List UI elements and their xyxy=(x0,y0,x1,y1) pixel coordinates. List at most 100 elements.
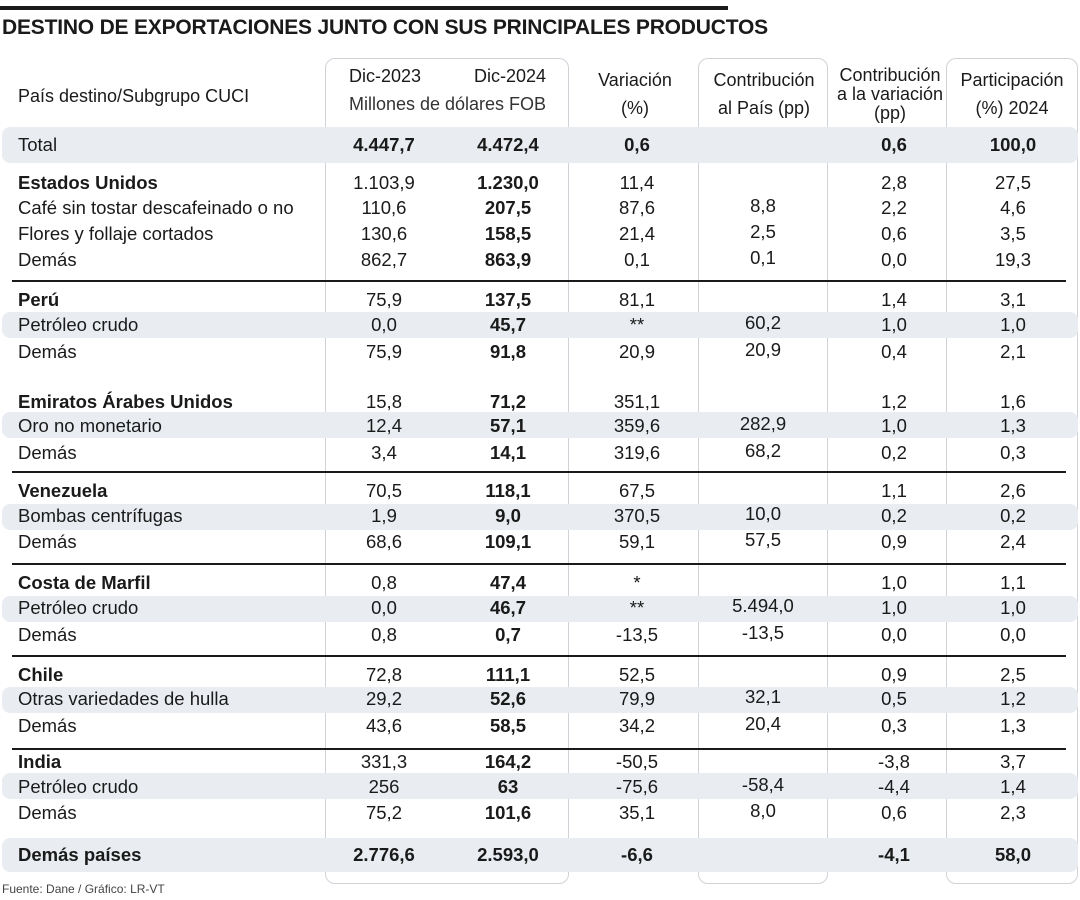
cell-var: 0,6 xyxy=(624,134,650,155)
cell-var: 79,9 xyxy=(618,688,655,709)
cell-var: -6,6 xyxy=(621,844,653,865)
cell-var: 20,9 xyxy=(618,341,655,362)
cell-part: 0,3 xyxy=(1000,442,1026,463)
header-dic-2023: Dic-2023 xyxy=(348,66,422,86)
cell-cvar: -3,8 xyxy=(878,751,910,772)
cell-part: 2,6 xyxy=(1000,480,1026,501)
cell-v2024: 863,9 xyxy=(484,249,532,270)
cell-v2023: 70,5 xyxy=(365,480,402,501)
row-label: Emiratos Árabes Unidos xyxy=(18,391,233,412)
cell-v2023: 2.776,6 xyxy=(353,844,415,865)
cell-var: 81,1 xyxy=(618,289,655,310)
cell-var: ** xyxy=(629,597,645,618)
cell-v2024: 9,0 xyxy=(495,505,521,526)
header-pais-destino: País destino/Subgrupo CUCI xyxy=(18,86,250,106)
cell-var: -13,5 xyxy=(615,624,659,645)
cell-cpais: 10,0 xyxy=(744,503,781,524)
cell-part: 58,0 xyxy=(994,844,1031,865)
cell-var: 21,4 xyxy=(618,223,655,244)
row-label: Total xyxy=(18,134,58,155)
demas-paises-row-stripe xyxy=(2,838,1078,872)
header-variacion-line1: Variación xyxy=(598,70,672,90)
cell-v2023: 0,8 xyxy=(371,572,397,593)
row-label: Demás xyxy=(18,249,77,270)
section-divider xyxy=(12,280,1066,282)
row-label: Demás xyxy=(18,442,77,463)
cell-part: 2,3 xyxy=(1000,802,1026,823)
cell-cvar: -4,1 xyxy=(878,844,910,865)
cell-v2023: 331,3 xyxy=(360,751,408,772)
cell-v2024: 63 xyxy=(497,776,519,797)
cell-part: 3,5 xyxy=(1000,223,1026,244)
cell-cvar: 0,3 xyxy=(881,715,907,736)
header-contribucion-pais: Contribución al País (pp) xyxy=(698,66,830,122)
row-label: Demás xyxy=(18,715,77,736)
section-divider xyxy=(12,563,1066,565)
row-stripe xyxy=(2,312,1078,338)
cell-v2024: 101,6 xyxy=(484,802,532,823)
row-stripe xyxy=(2,687,1078,713)
row-label: Venezuela xyxy=(18,480,108,501)
cell-cpais: 32,1 xyxy=(744,686,781,707)
cell-cvar: 1,0 xyxy=(881,597,907,618)
cell-cpais: -13,5 xyxy=(741,622,785,643)
cell-var: 11,4 xyxy=(619,172,655,193)
cell-cpais: 282,9 xyxy=(739,413,787,434)
cell-v2023: 256 xyxy=(368,776,400,797)
cell-cpais: 20,4 xyxy=(744,713,781,734)
cell-part: 1,0 xyxy=(1000,597,1026,618)
cell-v2024: 4.472,4 xyxy=(477,134,539,155)
header-contrib-var-line1: Contribución xyxy=(839,65,941,85)
cell-var: * xyxy=(633,572,641,593)
header-contrib-pais-line2: al País (pp) xyxy=(717,98,811,118)
cell-v2024: 58,5 xyxy=(489,715,526,736)
cell-cvar: 1,0 xyxy=(881,415,907,436)
cell-var: 67,5 xyxy=(618,480,655,501)
cell-cvar: 0,6 xyxy=(881,223,907,244)
section-divider xyxy=(12,471,1066,473)
cell-part: 1,6 xyxy=(1000,391,1026,412)
cell-cpais: 8,8 xyxy=(750,195,776,216)
cell-part: 1,2 xyxy=(1000,688,1026,709)
cell-var: ** xyxy=(629,314,645,335)
cell-part: 2,1 xyxy=(1000,341,1026,362)
row-label: Petróleo crudo xyxy=(18,776,139,797)
cell-v2024: 14,1 xyxy=(489,442,526,463)
row-stripe xyxy=(2,596,1078,622)
cell-v2023: 0,0 xyxy=(371,314,397,335)
cell-cpais: 68,2 xyxy=(744,440,781,461)
cell-v2024: 164,2 xyxy=(484,751,532,772)
cell-v2024: 71,2 xyxy=(489,391,526,412)
cell-cvar: 2,8 xyxy=(881,172,907,193)
row-label: Chile xyxy=(18,664,64,685)
cell-cpais: 0,1 xyxy=(750,247,776,268)
cell-v2023: 1.103,9 xyxy=(353,172,415,193)
header-contribucion-variacion: Contribución a la variación (pp) xyxy=(828,66,952,123)
header-participacion-line2: (%) 2024 xyxy=(975,98,1049,118)
cell-cvar: 0,0 xyxy=(881,624,907,645)
cell-v2024: 137,5 xyxy=(484,289,532,310)
cell-v2023: 75,9 xyxy=(365,289,402,310)
cell-cpais: 20,9 xyxy=(744,339,781,360)
cell-cpais: 60,2 xyxy=(744,312,781,333)
cell-cvar: 1,4 xyxy=(881,289,907,310)
cell-part: 2,5 xyxy=(1000,664,1026,685)
cell-part: 2,4 xyxy=(1000,531,1026,552)
table-title: DESTINO DE EXPORTACIONES JUNTO CON SUS P… xyxy=(2,16,768,39)
cell-part: 1,1 xyxy=(1000,572,1026,593)
row-label: Petróleo crudo xyxy=(18,314,139,335)
cell-v2024: 158,5 xyxy=(484,223,532,244)
header-variacion-line2: (%) xyxy=(621,98,649,118)
source-note: Fuente: Dane / Gráfico: LR-VT xyxy=(2,882,165,896)
row-label: Bombas centrífugas xyxy=(18,505,183,526)
header-contrib-var-line2: a la variación xyxy=(836,84,944,104)
cell-part: 100,0 xyxy=(989,134,1037,155)
cell-v2023: 1,9 xyxy=(371,505,397,526)
row-label: Flores y follaje cortados xyxy=(18,223,214,244)
cell-v2023: 110,6 xyxy=(361,197,407,218)
cell-var: 52,5 xyxy=(618,664,655,685)
cell-v2024: 45,7 xyxy=(489,314,526,335)
cell-part: 1,3 xyxy=(1000,415,1026,436)
cell-cvar: 2,2 xyxy=(881,197,907,218)
cell-v2023: 68,6 xyxy=(365,531,402,552)
